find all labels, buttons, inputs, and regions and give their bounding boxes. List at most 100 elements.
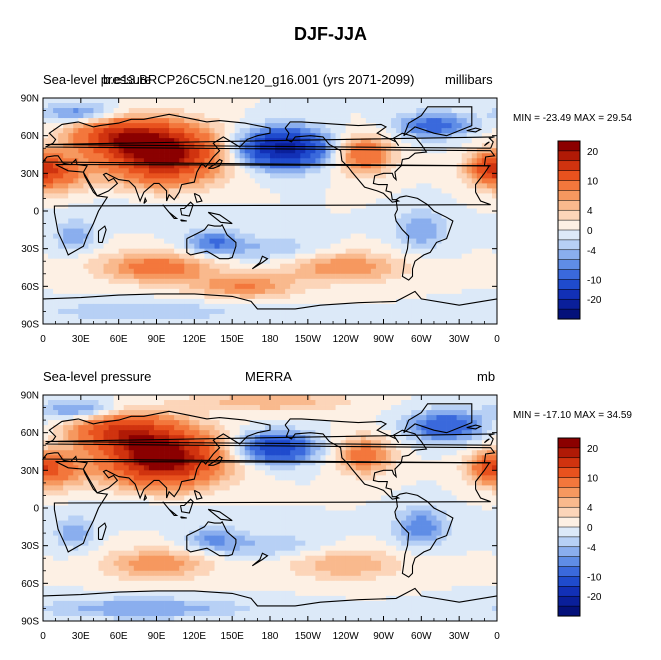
field-cell [78,303,84,310]
field-cell [275,395,281,401]
field-cell [234,410,241,416]
field-cell [380,303,387,310]
field-cell [370,113,377,119]
field-cell [355,233,362,239]
field-cell [401,108,407,114]
field-cell [375,228,382,234]
field-cell [164,168,170,174]
field-cell [88,218,94,224]
field-cell [285,273,291,280]
field-cell [68,253,74,260]
field-cell [58,98,64,104]
field-cell [63,425,69,431]
field-cell [179,118,185,124]
field-cell [194,308,200,315]
field-cell [68,308,74,315]
field-cell [68,298,74,305]
field-cell [335,420,341,426]
field-cell [128,405,135,411]
field-cell [406,308,412,315]
field-cell [300,425,306,431]
field-cell [234,193,241,199]
field-cell [421,405,427,411]
field-cell [355,273,362,280]
field-cell [486,178,493,184]
field-cell [340,248,347,255]
field-cell [280,293,286,300]
field-cell [108,288,114,295]
field-cell [179,138,185,144]
field-cell [325,138,331,144]
field-cell [78,143,84,149]
field-cell [113,133,120,139]
field-cell [68,178,74,184]
panel2-title-left: Sea-level pressure [43,369,152,384]
field-cell [340,303,347,310]
field-cell [68,138,74,144]
field-cell [234,148,241,154]
field-cell [315,98,321,104]
field-cell [189,138,195,144]
field-cell [93,415,99,421]
field-cell [386,233,392,239]
field-cell [300,143,306,149]
field-cell [83,158,89,164]
field-cell [446,98,452,104]
field-cell [360,163,367,169]
field-cell [214,395,220,401]
field-cell [184,258,190,265]
field-cell [481,415,488,421]
field-cell [401,283,407,290]
field-cell [456,178,463,184]
field-cell [396,258,402,265]
field-cell [184,263,190,270]
field-cell [345,415,352,421]
field-cell [406,223,412,229]
field-cell [275,258,281,265]
field-cell [461,238,468,244]
field-cell [491,213,498,219]
field-cell [320,298,326,305]
field-cell [68,148,74,154]
field-cell [280,233,286,239]
field-cell [325,248,331,255]
field-cell [194,318,200,325]
field-cell [68,128,74,134]
field-cell [234,213,241,219]
field-cell [43,173,49,179]
field-cell [204,103,210,109]
field-cell [123,173,130,179]
field-cell [133,183,140,189]
field-cell [189,243,195,250]
field-cell [234,228,241,234]
field-cell [270,188,276,194]
field-cell [330,238,336,244]
field-cell [204,158,210,164]
field-cell [300,148,306,154]
field-cell [199,183,205,189]
field-cell [451,405,457,411]
field-cell [436,420,442,426]
field-cell [350,273,357,280]
y-tick-label: 30S [21,244,39,255]
field-cell [239,313,246,320]
field-cell [280,148,286,154]
field-cell [310,218,316,224]
field-cell [340,415,347,421]
field-cell [335,183,341,189]
field-cell [148,178,155,184]
field-cell [406,415,412,421]
field-cell [179,293,185,300]
field-cell [184,410,190,416]
field-cell [411,263,417,270]
field-cell [481,218,488,224]
field-cell [315,173,321,179]
field-cell [305,178,311,184]
field-cell [285,183,291,189]
field-cell [224,178,230,184]
field-cell [441,288,447,295]
field-cell [471,158,478,164]
field-cell [355,303,362,310]
field-cell [350,188,357,194]
field-cell [108,198,114,204]
